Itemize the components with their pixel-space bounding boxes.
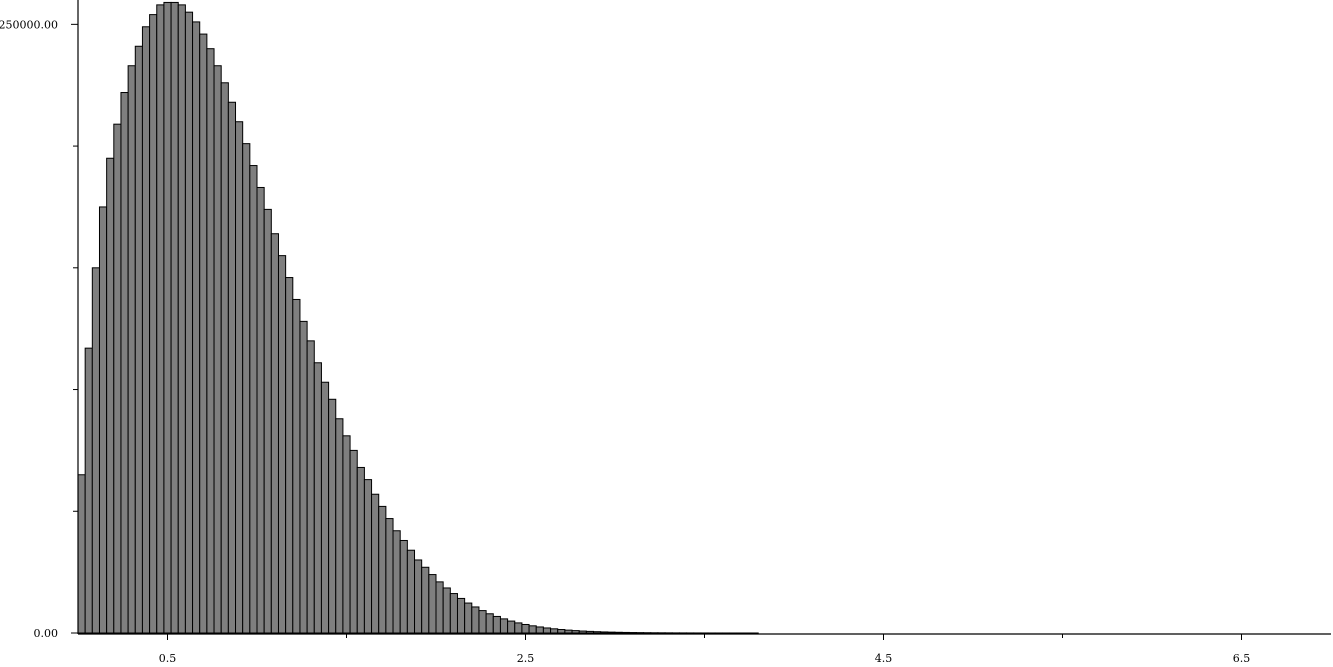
histogram-bar	[399, 539, 408, 634]
histogram-bar	[149, 14, 158, 634]
histogram-bar	[220, 82, 229, 634]
histogram-bar	[392, 530, 401, 634]
histogram-bar	[535, 626, 544, 634]
histogram-bar	[528, 625, 537, 634]
histogram-bar	[521, 623, 530, 634]
histogram-bar	[141, 26, 151, 634]
histogram-bar	[557, 629, 566, 634]
histogram-bar	[464, 602, 473, 634]
histogram-bar	[550, 628, 559, 634]
histogram-bar	[414, 559, 423, 634]
histogram-bar	[277, 255, 287, 634]
histogram-bar	[113, 123, 122, 634]
histogram-bar	[342, 435, 351, 634]
histogram-bar	[192, 21, 201, 634]
histogram-bar	[363, 479, 373, 634]
histogram-bar	[571, 630, 580, 634]
histogram-bar	[249, 165, 258, 634]
y-tick-label: 250000.00	[0, 18, 58, 31]
x-tick-label: 6.5	[1233, 652, 1251, 665]
histogram-bar	[120, 92, 129, 634]
bars-group	[77, 1, 759, 634]
histogram-bar	[184, 11, 194, 634]
tick-labels-group: 250000.00 0.00 0.5 2.5 4.5 6.5	[0, 18, 1250, 665]
histogram-bar	[98, 206, 108, 634]
histogram-bar	[227, 101, 237, 634]
histogram-bar	[127, 65, 136, 634]
histogram-bar	[285, 277, 294, 634]
histogram-bar	[349, 449, 358, 634]
histogram-bar	[507, 620, 516, 634]
histogram-bar	[213, 65, 222, 634]
histogram-bar	[170, 1, 179, 634]
histogram-bar	[449, 593, 458, 634]
histogram-bar	[163, 1, 172, 634]
ticks-group	[71, 23, 1242, 640]
histogram-bar	[600, 631, 609, 634]
histogram-bar	[206, 48, 215, 634]
histogram-bar	[378, 505, 387, 634]
histogram-bar	[335, 418, 344, 634]
histogram-bar	[585, 630, 595, 634]
histogram-bar	[492, 615, 501, 634]
histogram-bar	[256, 186, 265, 634]
histogram-bar	[299, 320, 308, 634]
histogram-bar	[406, 549, 416, 634]
histogram-bar	[320, 381, 330, 634]
histogram-bar	[456, 597, 466, 634]
histogram-bar	[621, 631, 630, 634]
histogram-bar	[84, 347, 93, 634]
histogram-bar	[564, 629, 573, 634]
histogram-bar	[177, 4, 186, 634]
histogram-bar	[199, 33, 208, 634]
histogram-bar	[292, 298, 301, 634]
histogram-bar	[499, 618, 509, 634]
histogram-bar	[421, 566, 430, 634]
x-tick-label: 2.5	[517, 652, 535, 665]
histogram-bar	[478, 610, 487, 634]
histogram-bar	[542, 627, 552, 634]
x-tick-label: 0.5	[159, 652, 177, 665]
histogram-bar	[242, 143, 251, 634]
histogram-bar	[593, 631, 602, 634]
histogram-bar	[485, 613, 494, 634]
histogram-bar	[471, 606, 480, 634]
histogram-bar	[607, 631, 616, 634]
histogram-bar	[578, 630, 587, 634]
histogram-bar	[313, 362, 322, 634]
histogram-bar	[263, 208, 272, 634]
histogram-bar	[356, 466, 365, 634]
histogram-bar	[328, 398, 337, 634]
histogram-bar	[134, 45, 143, 634]
histogram-bar	[91, 267, 100, 634]
histogram-bar	[77, 474, 86, 634]
histogram-bar	[306, 340, 315, 634]
histogram-bar	[385, 518, 394, 634]
histogram-bar	[270, 233, 279, 634]
x-tick-label: 4.5	[875, 652, 893, 665]
histogram-bar	[106, 157, 115, 634]
y-tick-label: 0.00	[34, 627, 59, 640]
histogram-bar	[371, 493, 380, 634]
histogram-bar	[514, 622, 523, 634]
histogram-bar	[235, 121, 244, 634]
histogram-bar	[442, 587, 451, 634]
histogram-bar	[614, 631, 623, 634]
histogram-bar	[428, 574, 437, 634]
histogram-bar	[156, 4, 165, 634]
histogram-bar	[435, 581, 444, 634]
